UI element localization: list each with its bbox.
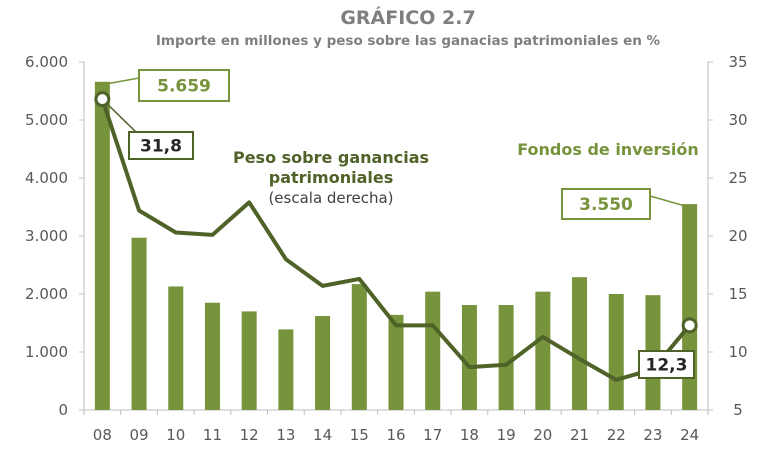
x-tick-label: 20 (533, 426, 552, 444)
line-series-label-2: patrimoniales (269, 168, 393, 187)
bar (131, 237, 147, 410)
bar (168, 286, 184, 410)
y-right-tick-label: 35 (728, 53, 747, 71)
x-tick-label: 10 (166, 426, 185, 444)
bar (682, 204, 698, 410)
callout-bar-last-leader (649, 195, 686, 207)
bar (241, 311, 257, 410)
callout-line-last-label: 12,3 (646, 356, 688, 376)
x-tick-label: 23 (643, 426, 662, 444)
callout-bar-first-box (138, 69, 230, 102)
x-tick-label: 13 (276, 426, 295, 444)
bar (608, 294, 624, 410)
x-tick-label: 19 (497, 426, 516, 444)
callout-bar-last-label: 3.550 (579, 195, 633, 215)
callout-bar-first-label: 5.659 (157, 77, 211, 97)
bar (388, 314, 404, 410)
bar (278, 329, 294, 410)
y-left-tick-label: 1.000 (25, 343, 68, 361)
bar (498, 305, 514, 410)
bar (94, 81, 110, 410)
callout-line-first-leader (106, 103, 137, 133)
bar-series-label: Fondos de inversión (517, 140, 699, 159)
y-right-tick-label: 5 (733, 401, 743, 419)
x-tick-label: 12 (240, 426, 259, 444)
x-tick-label: 22 (607, 426, 626, 444)
x-tick-label: 09 (130, 426, 149, 444)
y-left-tick-label: 6.000 (25, 53, 68, 71)
callout-line-first-label: 31,8 (140, 137, 182, 157)
y-right-tick-label: 15 (728, 285, 747, 303)
x-tick-label: 21 (570, 426, 589, 444)
y-left-tick-label: 0 (58, 401, 68, 419)
x-tick-label: 11 (203, 426, 222, 444)
y-right-tick-label: 30 (728, 111, 747, 129)
axes: 0 1.000 2.000 3.000 4.000 5.000 6.000 5 10 15 20 25… (25, 53, 748, 444)
bar (425, 291, 441, 410)
bar (315, 316, 331, 410)
callout-bar-first-leader (107, 77, 140, 85)
line-marker-first (94, 91, 111, 108)
y-left-tick-label: 2.000 (25, 285, 68, 303)
bar (535, 291, 551, 410)
bar (204, 302, 220, 410)
chart-subtitle: Importe en millones y peso sobre las gan… (156, 33, 661, 49)
callout-line-last-box (638, 350, 695, 379)
y-right-tick-label: 25 (728, 169, 747, 187)
bar (461, 305, 477, 410)
y-left-tick-label: 3.000 (25, 227, 68, 245)
x-tick-label: 17 (423, 426, 442, 444)
x-tick-label: 08 (93, 426, 112, 444)
callout-bar-last-box (561, 188, 651, 220)
line-series-label-1: Peso sobre ganancias (233, 148, 429, 167)
chart-title: GRÁFICO 2.7 (340, 6, 475, 29)
x-tick-label: 14 (313, 426, 332, 444)
callout-line-first-box (128, 131, 194, 160)
line-marker-last (681, 317, 698, 334)
line-series-label-3: (escala derecha) (268, 189, 393, 207)
callouts: 5.659 3.550 31,8 12,3 (106, 69, 695, 379)
x-tick-label: 16 (386, 426, 405, 444)
line-series (94, 91, 698, 382)
bar (351, 284, 367, 410)
callout-line-last-leader (667, 328, 688, 352)
y-right-tick-label: 20 (728, 227, 747, 245)
y-left-tick-label: 4.000 (25, 169, 68, 187)
y-left-tick-label: 5.000 (25, 111, 68, 129)
x-tick-label: 24 (680, 426, 699, 444)
series-line (100, 98, 692, 382)
bar (572, 277, 588, 410)
x-tick-label: 18 (460, 426, 479, 444)
x-tick-label: 15 (350, 426, 369, 444)
y-right-tick-label: 10 (728, 343, 747, 361)
